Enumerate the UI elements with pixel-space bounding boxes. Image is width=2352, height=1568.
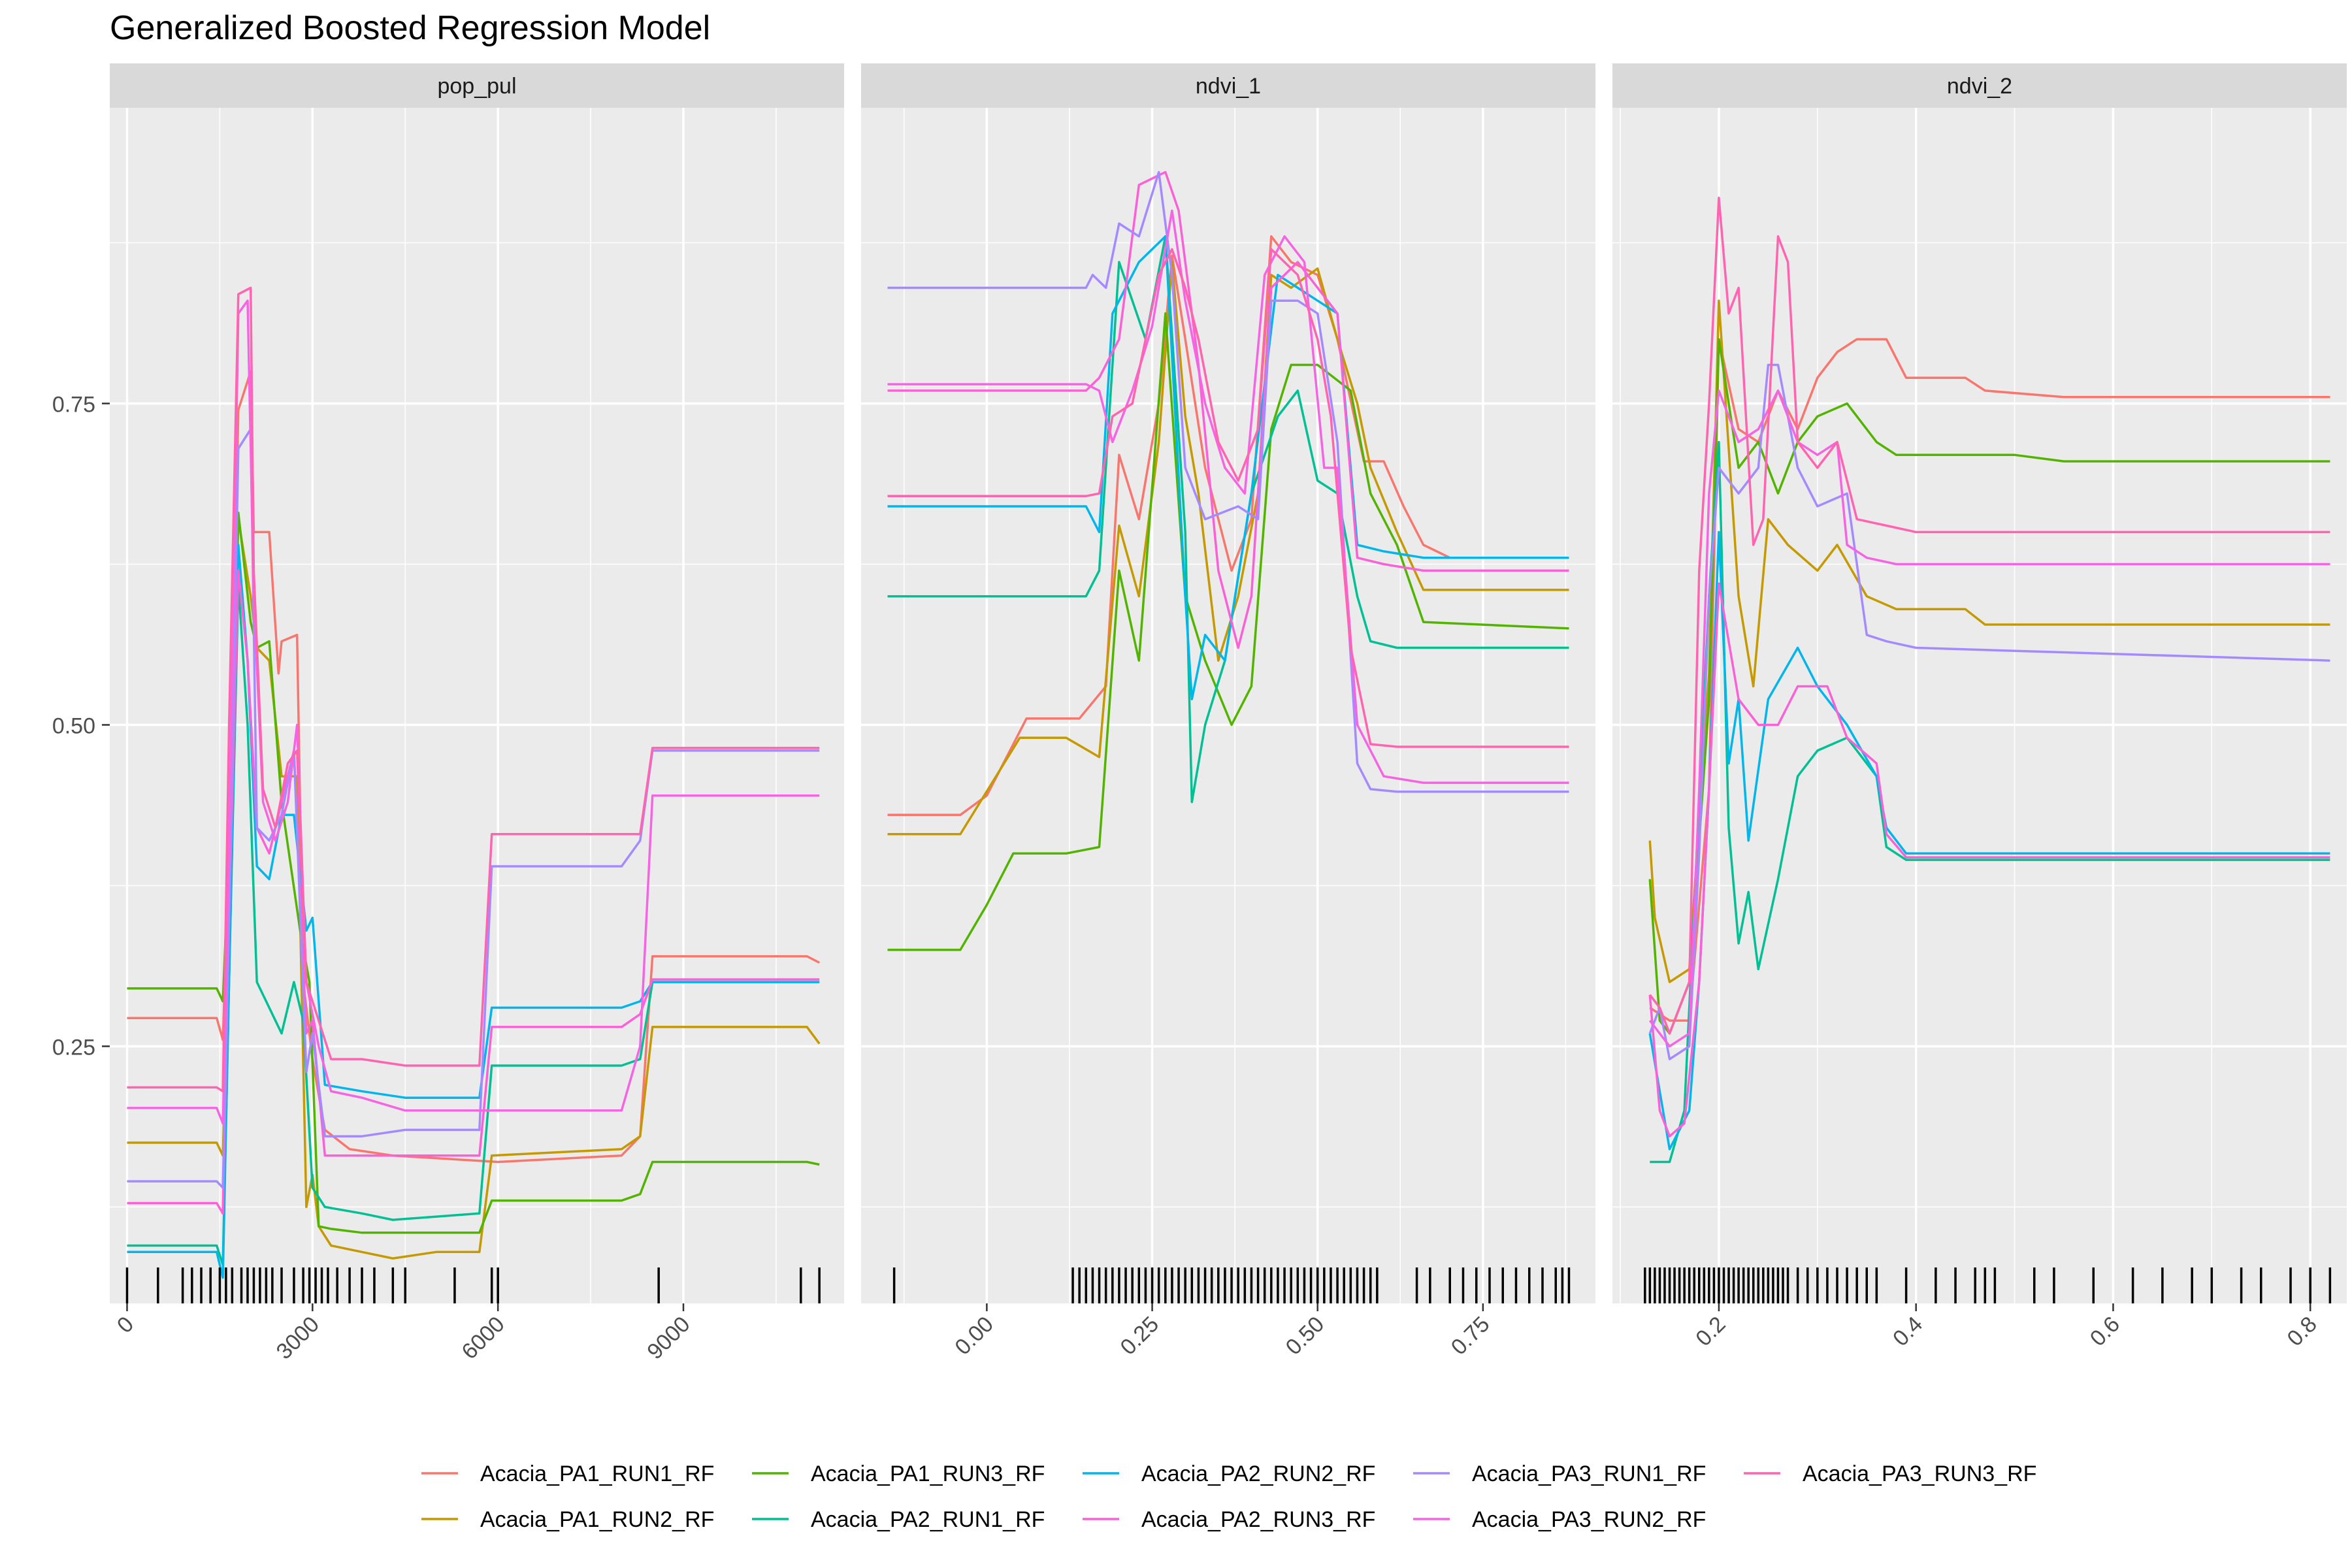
legend-label: Acacia_PA1_RUN1_RF [480,1462,714,1486]
chart-title: Generalized Boosted Regression Model [110,9,710,47]
series-line-acacia-pa3-run1-rf [127,428,820,1189]
facet-strip [861,63,1595,108]
y-tick-label: 0.50 [52,714,95,739]
legend-item: Acacia_PA2_RUN1_RF [752,1507,1045,1532]
panel-background [1612,108,2347,1303]
legend-label: Acacia_PA2_RUN2_RF [1141,1462,1375,1486]
legend-item: Acacia_PA3_RUN3_RF [1744,1462,2036,1486]
series-line-acacia-pa1-run2-rf [1648,299,2330,983]
legend: Acacia_PA1_RUN1_RF Acacia_PA1_RUN2_RF Acac… [421,1462,2036,1532]
series-line-acacia-pa2-run3-rf [1648,582,2330,1137]
legend-item: Acacia_PA3_RUN2_RF [1413,1507,1706,1532]
series-line-acacia-pa3-run1-rf [887,171,1569,793]
facet-strip-label: pop_pul [437,74,516,99]
legend-label: Acacia_PA2_RUN1_RF [811,1507,1045,1532]
series-line-acacia-pa1-run1-rf [1649,338,2330,1022]
facet-strip [1612,63,2347,108]
series-line-acacia-pa3-run3-rf [127,286,820,1093]
series-line-acacia-pa2-run3-rf [887,171,1569,649]
rug [125,1267,821,1303]
rug [892,1267,1571,1303]
series-lines [887,171,1569,951]
series-line-acacia-pa1-run3-rf [887,312,1569,951]
legend-item: Acacia_PA2_RUN3_RF [1083,1507,1375,1532]
facet-strip-label: ndvi_1 [1196,74,1261,99]
series-line-acacia-pa3-run2-rf [1648,389,2330,1048]
legend-label: Acacia_PA3_RUN3_RF [1803,1462,2036,1486]
facet-panel-ndvi-2: ndvi_20.2 0.4 0.6 0.8 [1612,63,2347,1351]
rug [1644,1267,2332,1303]
legend-label: Acacia_PA3_RUN1_RF [1472,1462,1706,1486]
y-tick-label: 0.75 [52,393,95,417]
series-line-acacia-pa3-run2-rf [887,209,1569,784]
legend-label: Acacia_PA1_RUN3_RF [811,1462,1045,1486]
legend-label: Acacia_PA2_RUN3_RF [1141,1507,1375,1532]
legend-item: Acacia_PA3_RUN1_RF [1413,1462,1706,1486]
panel-background [861,108,1595,1303]
legend-label: Acacia_PA1_RUN2_RF [480,1507,714,1532]
series-line-acacia-pa3-run3-rf [1648,196,2330,1035]
series-lines [127,286,821,1279]
facet-strip-label: ndvi_2 [1947,74,2012,99]
facet-strip [110,63,844,108]
facet-panel-ndvi-1: ndvi_10.00 0.25 0.50 0.75 [861,63,1595,1360]
legend-item: Acacia_PA1_RUN1_RF [421,1462,714,1486]
series-line-acacia-pa3-run1-rf [1648,363,2330,1060]
y-tick-label: 0.25 [52,1035,95,1060]
legend-item: Acacia_PA2_RUN2_RF [1083,1462,1375,1486]
legend-item: Acacia_PA1_RUN3_RF [752,1462,1045,1486]
legend-item: Acacia_PA1_RUN2_RF [421,1507,714,1532]
series-line-acacia-pa1-run2-rf [887,261,1569,836]
series-line-acacia-pa3-run3-rf [887,248,1569,748]
series-line-acacia-pa1-run1-rf [887,235,1569,817]
series-line-acacia-pa3-run2-rf [127,299,820,1125]
series-lines [1648,196,2330,1164]
legend-label: Acacia_PA3_RUN2_RF [1472,1507,1706,1532]
